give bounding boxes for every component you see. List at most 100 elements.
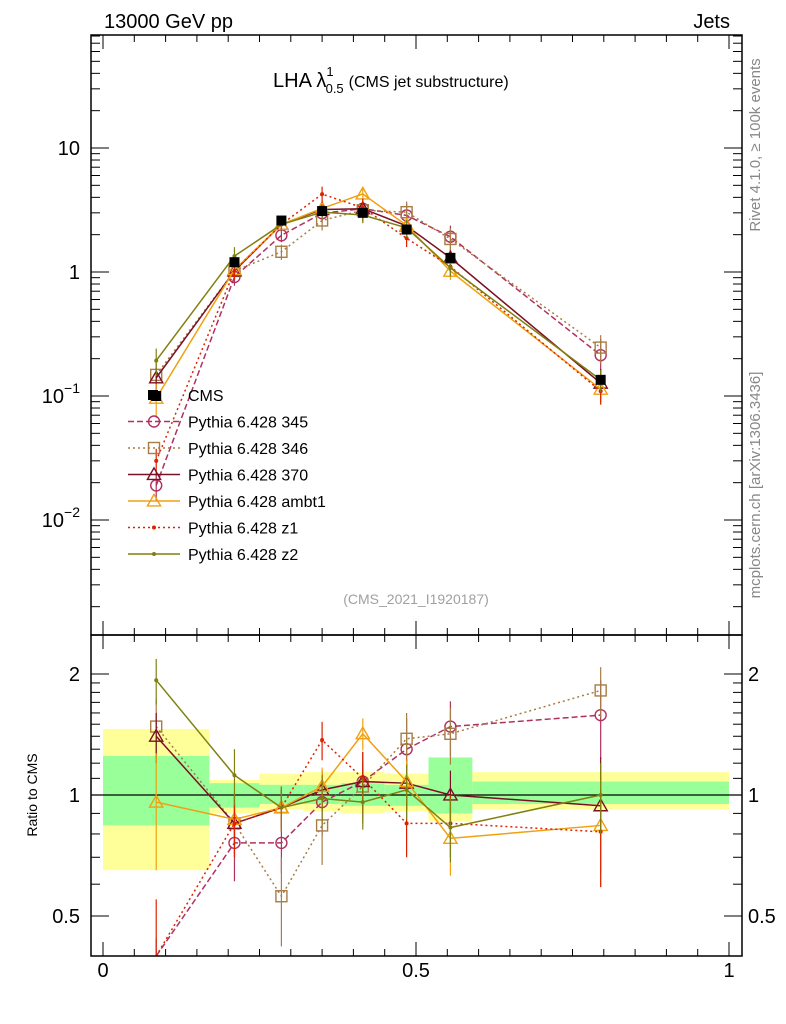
legend-item-3: Pythia 6.428 ambt1 bbox=[128, 492, 326, 511]
data-point bbox=[594, 341, 607, 354]
legend-item-4: Pythia 6.428 z1 bbox=[128, 521, 298, 538]
cms-data-point bbox=[401, 224, 412, 235]
legend-label: Pythia 6.428 z1 bbox=[188, 521, 298, 538]
data-point bbox=[154, 358, 159, 363]
ratio-axis-ticks: 2 2 1 1 0.5 0.5 bbox=[52, 635, 776, 956]
legend-marker bbox=[148, 390, 158, 400]
data-point bbox=[360, 800, 365, 805]
legend-label: Pythia 6.428 ambt1 bbox=[188, 494, 326, 511]
ratio-y-tick-label-right: 0.5 bbox=[748, 906, 776, 928]
series-line bbox=[155, 193, 602, 462]
main-plot-area bbox=[148, 185, 609, 501]
data-point bbox=[275, 836, 288, 850]
legend-item-0: Pythia 6.428 345 bbox=[128, 415, 308, 432]
series-line bbox=[155, 714, 601, 957]
rivet-version-label: Rivet 4.1.0, ≥ 100k events bbox=[747, 58, 764, 231]
legend-item-5: Pythia 6.428 z2 bbox=[128, 547, 298, 564]
cms-data-point bbox=[229, 257, 240, 268]
ratio-panel: 2 2 1 1 0.5 0.5 Ratio to CMS bbox=[24, 634, 776, 957]
data-point bbox=[444, 727, 457, 740]
data-point bbox=[594, 684, 607, 697]
data-point bbox=[148, 728, 165, 742]
data-point bbox=[320, 796, 325, 801]
legend-marker bbox=[147, 415, 161, 428]
series-line bbox=[155, 735, 601, 825]
data-point bbox=[320, 738, 325, 743]
y-tick-label-base: 10 bbox=[42, 386, 64, 408]
legend-marker bbox=[147, 441, 161, 455]
legend-label: Pythia 6.428 370 bbox=[188, 468, 308, 485]
data-point bbox=[232, 254, 237, 259]
legend-label: Pythia 6.428 345 bbox=[188, 415, 308, 432]
chart-title-main: LHA λ bbox=[273, 70, 326, 92]
series-4-ratio bbox=[155, 721, 603, 957]
legend-marker bbox=[152, 525, 156, 530]
series-line bbox=[155, 738, 601, 957]
series-1-main bbox=[150, 200, 607, 391]
series-5-main bbox=[154, 205, 603, 392]
legend-marker bbox=[146, 466, 162, 481]
legend-marker bbox=[146, 492, 162, 507]
y-tick-label: 10−2 bbox=[42, 504, 80, 532]
data-point bbox=[354, 725, 371, 740]
data-point bbox=[232, 773, 237, 778]
data-point bbox=[275, 890, 288, 903]
chart-title-text: LHA λ1 0.5 (CMS jet substructure) bbox=[273, 64, 509, 96]
series-line bbox=[155, 689, 601, 898]
chart-title-sup: 1 bbox=[326, 64, 333, 79]
analysis-tag: (CMS_2021_I1920187) bbox=[343, 591, 489, 607]
y-tick-label-exponent: −1 bbox=[64, 380, 80, 396]
legend: CMS Pythia 6.428 345 Pythia 6.428 346 Pythi… bbox=[128, 388, 326, 564]
legend-item-cms: CMS bbox=[148, 388, 224, 405]
x-tick-label-0: 0 bbox=[97, 960, 108, 982]
series-0-ratio bbox=[155, 680, 607, 957]
data-point bbox=[320, 192, 325, 197]
x-tick-label-1: 1 bbox=[723, 960, 734, 982]
series-line bbox=[155, 209, 602, 376]
cms-data-point bbox=[317, 206, 328, 217]
series-line bbox=[155, 207, 602, 384]
series-line bbox=[155, 207, 602, 486]
data-point bbox=[448, 825, 453, 830]
series-line bbox=[155, 211, 602, 381]
chart-title-suffix: (CMS jet substructure) bbox=[349, 74, 509, 91]
cms-data-point bbox=[595, 374, 606, 385]
legend-item-2: Pythia 6.428 370 bbox=[128, 466, 308, 485]
chart-title-sub: 0.5 bbox=[326, 81, 344, 96]
series-line bbox=[155, 679, 601, 829]
ratio-y-tick-label-left: 1 bbox=[69, 785, 80, 807]
ratio-y-tick-label-right: 1 bbox=[748, 785, 759, 807]
y-tick-label-base: 10 bbox=[58, 138, 80, 160]
data-point bbox=[148, 369, 165, 384]
data-point bbox=[232, 268, 237, 273]
y-tick-label-base: 10 bbox=[42, 510, 64, 532]
mcplots-label: mcplots.cern.ch [arXiv:1306.3436] bbox=[747, 372, 764, 599]
y-tick-label: 10 bbox=[58, 138, 80, 160]
y-tick-label-base: 1 bbox=[69, 262, 80, 284]
data-point bbox=[404, 236, 409, 241]
legend-label: Pythia 6.428 346 bbox=[188, 441, 308, 458]
chart-title: LHA λ1 0.5 (CMS jet substructure) bbox=[273, 64, 509, 96]
data-point bbox=[448, 265, 453, 270]
data-point bbox=[275, 245, 288, 258]
ratio-y-tick-label-right: 2 bbox=[748, 664, 759, 686]
data-point bbox=[444, 232, 457, 246]
series-line bbox=[155, 193, 602, 399]
x-axis-tick-labels: 0 0.5 1 bbox=[97, 960, 734, 982]
data-point bbox=[148, 794, 165, 808]
data-point bbox=[154, 458, 159, 463]
ratio-plot-area bbox=[91, 658, 742, 957]
ratio-y-tick-label-left: 2 bbox=[69, 664, 80, 686]
header-right: Jets bbox=[693, 11, 730, 33]
data-point bbox=[598, 793, 603, 797]
data-point bbox=[400, 732, 413, 745]
main-frame bbox=[90, 34, 743, 636]
series-2-main bbox=[148, 200, 609, 403]
y-tick-label: 10−1 bbox=[42, 380, 80, 408]
ratio-y-tick-label-left: 0.5 bbox=[52, 906, 80, 928]
data-point bbox=[404, 787, 409, 792]
legend-label: CMS bbox=[188, 388, 224, 405]
